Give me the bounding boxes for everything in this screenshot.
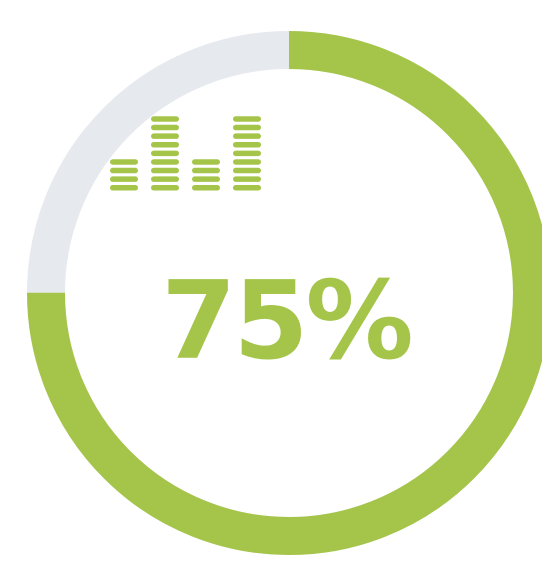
equalizer-segment xyxy=(233,176,261,182)
equalizer-segment xyxy=(192,176,220,182)
equalizer-segment xyxy=(233,150,261,157)
equalizer-segment xyxy=(151,176,179,182)
equalizer-segment xyxy=(151,142,179,148)
equalizer-segment xyxy=(233,142,261,148)
equalizer-segment xyxy=(233,124,261,131)
equalizer-segment xyxy=(110,176,138,182)
equalizer-segment xyxy=(233,159,261,165)
equalizer-bar xyxy=(110,159,138,191)
equalizer-segment xyxy=(192,185,220,191)
equalizer-segment xyxy=(151,133,179,139)
equalizer-segment xyxy=(151,185,179,191)
equalizer-bar xyxy=(233,116,261,191)
equalizer-icon xyxy=(110,116,261,191)
equalizer-segment xyxy=(151,159,179,165)
equalizer-segment xyxy=(151,167,179,174)
equalizer-segment xyxy=(151,150,179,157)
equalizer-segment xyxy=(151,116,179,122)
equalizer-segment xyxy=(110,167,138,174)
equalizer-segment xyxy=(110,185,138,191)
equalizer-bar xyxy=(151,116,179,191)
equalizer-segment xyxy=(233,116,261,122)
progress-fill xyxy=(27,31,542,555)
equalizer-bar xyxy=(192,159,220,191)
progress-percentage-label: 75% xyxy=(161,259,414,384)
equalizer-segment xyxy=(233,185,261,191)
equalizer-segment xyxy=(110,159,138,165)
equalizer-segment xyxy=(192,167,220,174)
equalizer-segment xyxy=(192,159,220,165)
equalizer-segment xyxy=(233,133,261,139)
equalizer-segment xyxy=(151,124,179,131)
equalizer-segment xyxy=(233,167,261,174)
